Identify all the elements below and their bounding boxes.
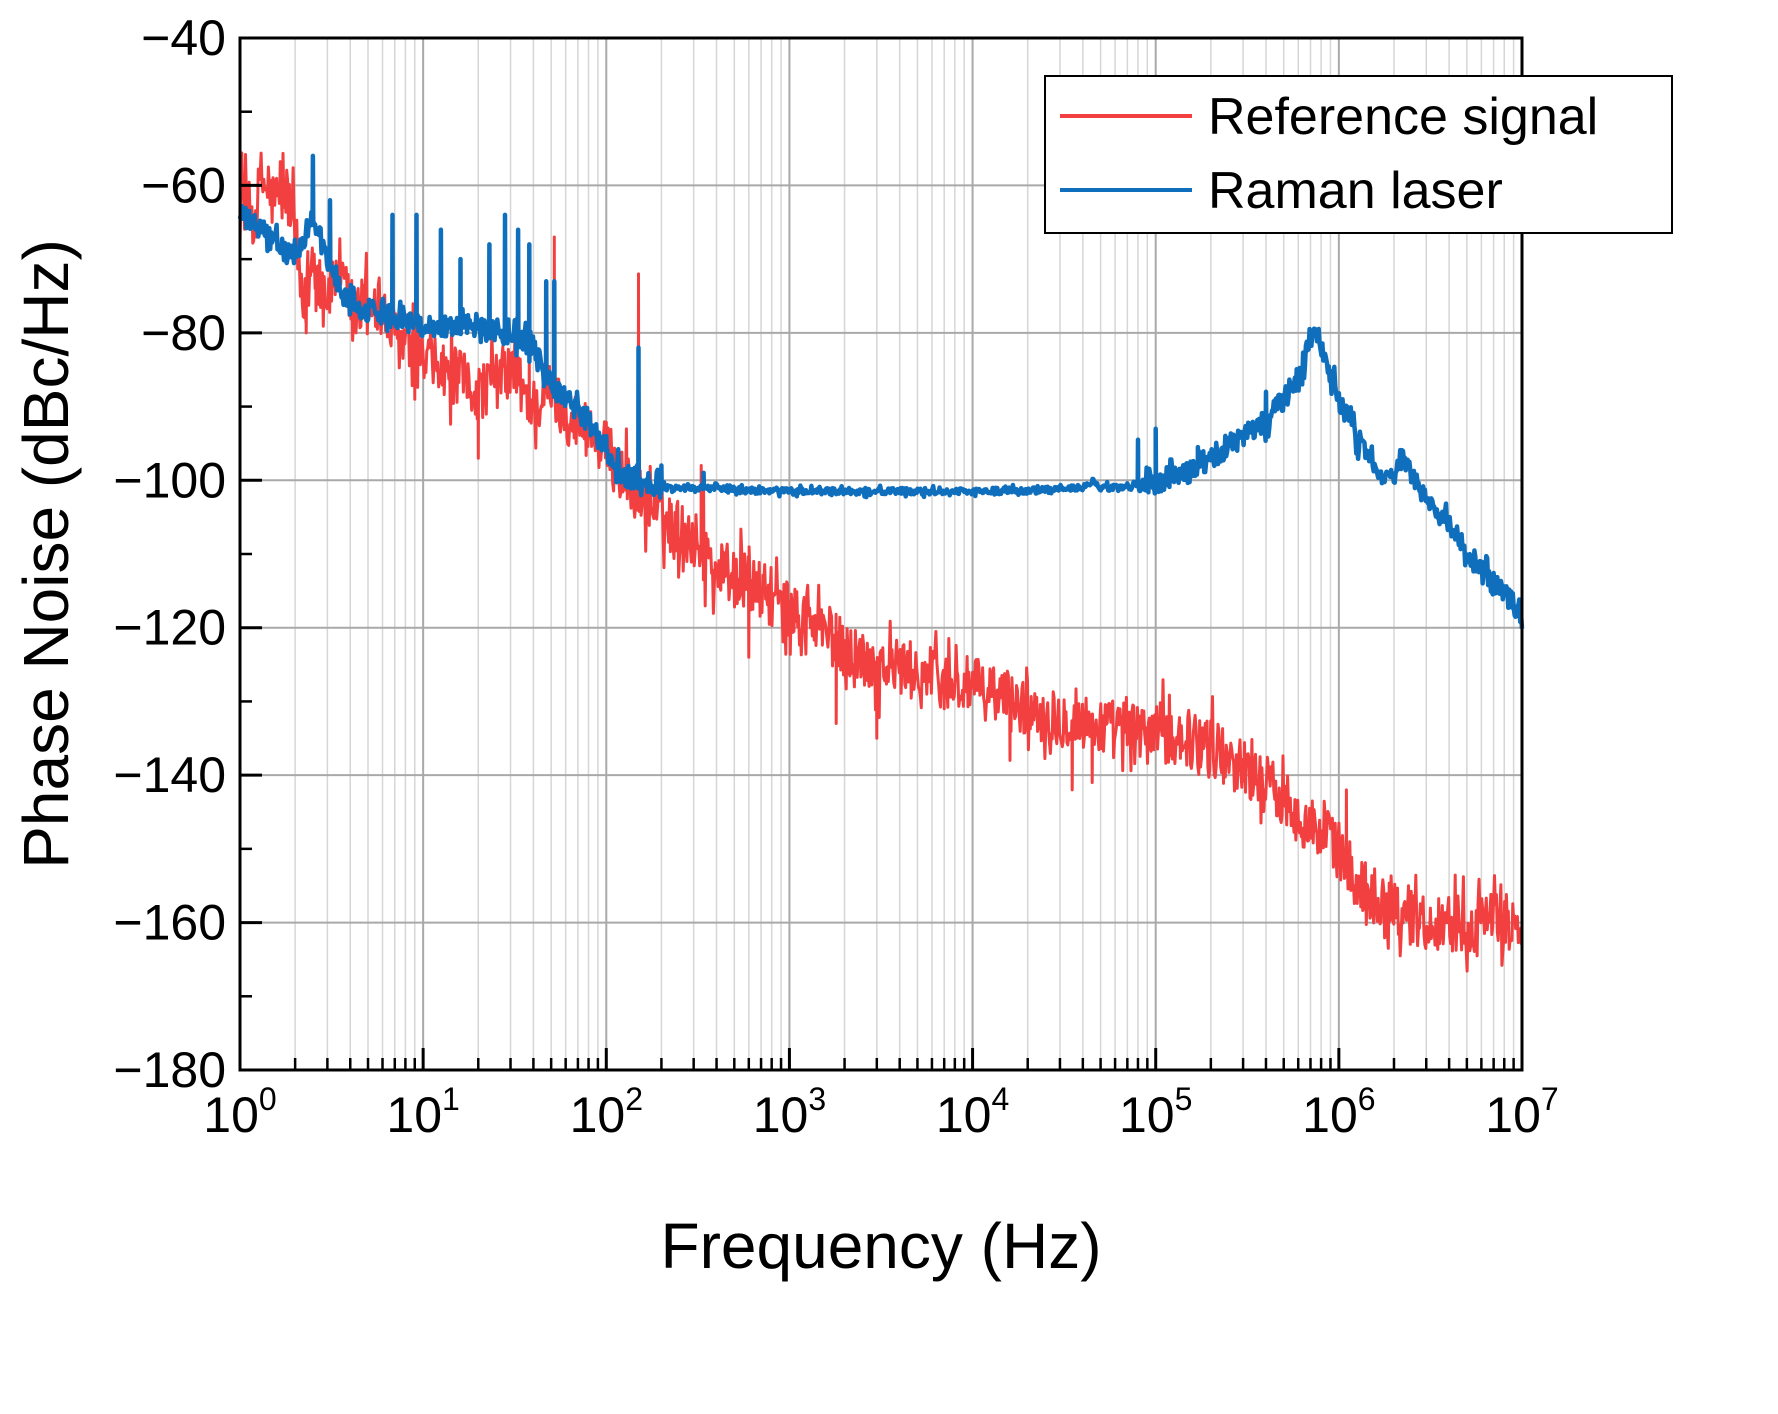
x-axis-title: Frequency (Hz)	[661, 1210, 1102, 1282]
y-tick-label: −180	[113, 1042, 226, 1098]
y-tick-label: −80	[141, 305, 226, 361]
x-tick-label: 107	[1485, 1081, 1558, 1143]
legend-label-raman-laser: Raman laser	[1208, 162, 1503, 220]
legend: Reference signal Raman laser	[1044, 75, 1673, 234]
y-tick-label: −120	[113, 600, 226, 656]
axis-ticks	[238, 36, 1524, 1072]
x-tick-label: 103	[753, 1081, 826, 1143]
y-tick-label: −60	[141, 157, 226, 213]
y-tick-label: −100	[113, 452, 226, 508]
y-tick-label: −140	[113, 747, 226, 803]
x-tick-label: 106	[1302, 1081, 1375, 1143]
y-tick-label: −40	[141, 10, 226, 66]
x-tick-label: 101	[386, 1081, 459, 1143]
y-tick-label: −160	[113, 895, 226, 951]
x-tick-label: 100	[203, 1081, 276, 1143]
legend-box	[1044, 75, 1673, 234]
x-tick-label: 105	[1119, 1081, 1192, 1143]
x-tick-label: 102	[570, 1081, 643, 1143]
x-tick-labels: 100 101 102 103 104 105 106 107	[203, 1081, 1558, 1143]
series-line-reference-signal	[238, 151, 1524, 973]
y-tick-labels: −40 −60 −80 −100 −120 −140 −160 −180	[113, 10, 226, 1098]
x-tick-label: 104	[936, 1081, 1009, 1143]
legend-label-reference-signal: Reference signal	[1208, 88, 1598, 146]
minor-grid	[294, 38, 1515, 1070]
series-layer	[237, 151, 1525, 973]
series-line-raman-laser	[237, 153, 1525, 629]
y-axis-title: Phase Noise (dBc/Hz)	[10, 239, 82, 869]
